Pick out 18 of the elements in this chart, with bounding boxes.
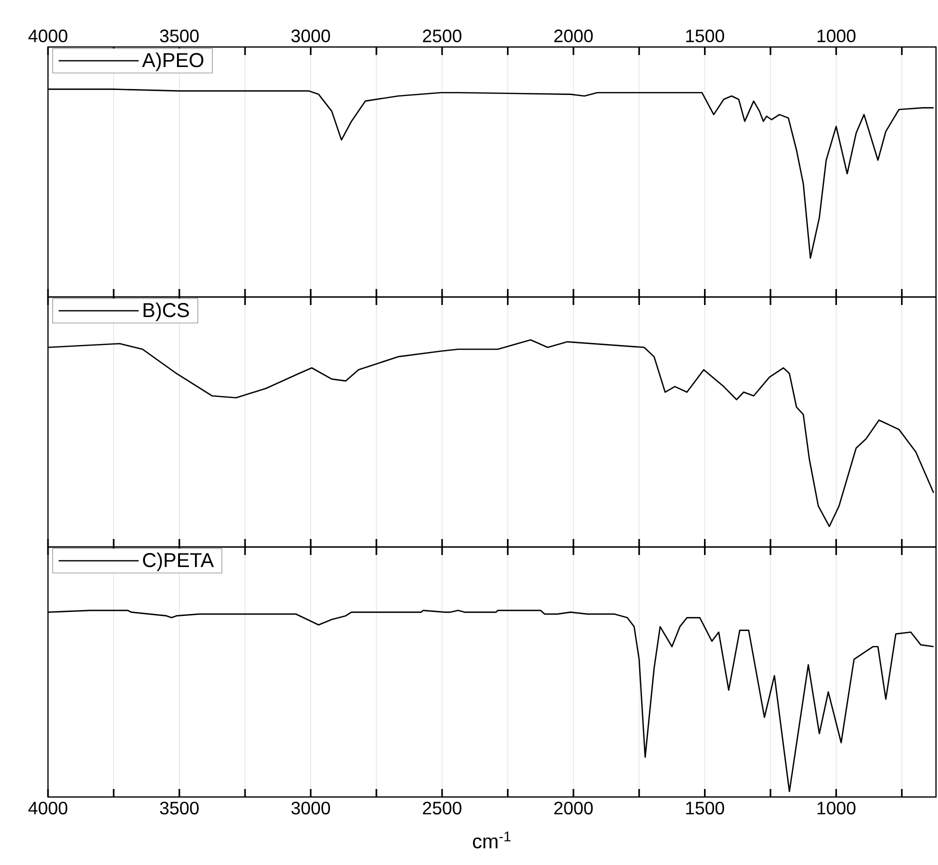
x-tick-label: 3000: [291, 30, 330, 42]
x-tick-label: 3500: [160, 30, 199, 42]
legend-label: A)PEO: [142, 52, 204, 72]
x-tick-label: 1000: [818, 30, 856, 42]
x-tick-label: 2500: [422, 802, 462, 814]
legend-label: C)PETA: [143, 552, 214, 572]
x-tick-label: 2500: [422, 30, 462, 42]
x-tick-label: 1000: [818, 802, 856, 814]
x-tick-label: 3000: [291, 802, 330, 814]
x-tick-label: 4000: [28, 802, 68, 814]
x-tick-label: 3500: [160, 802, 199, 814]
x-tick-label: 4000: [28, 30, 68, 42]
x-tick-label: 1500: [686, 802, 724, 814]
x-tick-label: 2000: [554, 30, 593, 42]
x-axis-title: cm$^{-1}$: [472, 832, 511, 848]
legend-label: B)CS: [144, 302, 189, 322]
x-tick-label: 2000: [554, 802, 593, 814]
x-tick-label: 1500: [686, 30, 724, 42]
